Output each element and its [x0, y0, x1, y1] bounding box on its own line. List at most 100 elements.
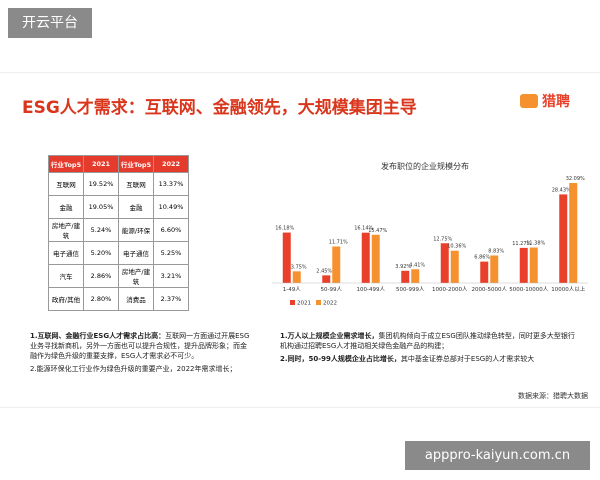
value-label: 10.36%	[447, 244, 466, 250]
bar	[361, 232, 370, 283]
table-cell: 19.52%	[83, 172, 119, 196]
table-header: 2021	[83, 155, 119, 173]
note: 1.互联网、金融行业ESG人才需求占比高：互联网一方面通过开展ESG业务寻找新商…	[30, 331, 252, 361]
table-row: 政府/其他 2.80% 消费品 2.37%	[48, 287, 189, 311]
bar	[450, 250, 459, 283]
x-tick-label: 5000-10000人	[509, 286, 548, 293]
x-tick-label: 1-49人	[283, 286, 301, 293]
notes-left: 1.互联网、金融行业ESG人才需求占比高：互联网一方面通过开展ESG业务寻找新商…	[30, 331, 252, 377]
value-label: 16.14%	[354, 226, 373, 232]
value-label: 28.43%	[552, 187, 571, 193]
slide: ESG人才需求：互联网、金融领先，大规模集团主导 猎聘 行业Top5 2021 行业…	[0, 72, 600, 408]
bar	[322, 275, 331, 283]
bar	[529, 247, 538, 283]
legend-label: 2022	[323, 301, 337, 307]
value-label: 12.75%	[433, 236, 452, 242]
value-label: 2.45%	[316, 268, 332, 274]
table-cell: 5.20%	[83, 241, 119, 265]
table-cell: 房地产/建筑	[48, 218, 84, 242]
table-cell: 消费品	[118, 287, 154, 311]
x-tick-label: 50-99人	[321, 286, 343, 293]
value-label: 15.47%	[368, 228, 387, 234]
note-text: 互联网一方面通过开展ESG业务寻找新商机，另外一方面也可以提升合规性，提升品牌形…	[30, 332, 250, 360]
value-label: 32.09%	[566, 176, 585, 182]
bar	[282, 232, 291, 283]
footer-url: apppro-kaiyun.com.cn	[405, 441, 590, 470]
x-tick-label: 1000-2000人	[432, 286, 468, 293]
bar	[411, 269, 420, 283]
source: 数据来源：猎聘大数据	[518, 392, 588, 400]
note-bold: 1.互联网、金融行业ESG人才需求占比高：	[30, 332, 166, 340]
table-cell: 2.37%	[153, 287, 189, 311]
table-header: 行业Top5	[48, 155, 84, 173]
bar	[371, 234, 380, 283]
value-label: 11.38%	[526, 241, 545, 247]
note-text: 其中基金证券总部对于ESG的人才需求较大	[400, 355, 535, 363]
table-cell: 5.25%	[153, 241, 189, 265]
chart: 发布职位的企业规模分布 1-49人 16.18% 3.75% 50-99人 2.45% 1…	[272, 161, 588, 307]
note-bold: 2.同时，50-99人规模企业占比增长，	[280, 355, 401, 363]
table-cell: 3.21%	[153, 264, 189, 288]
table-cell: 金融	[118, 195, 154, 219]
bar	[490, 255, 499, 283]
x-tick-label: 100-499人	[357, 286, 386, 293]
table-cell: 5.24%	[83, 218, 119, 242]
watermark: 开云平台	[8, 8, 92, 38]
bar	[440, 243, 449, 283]
table-row: 房地产/建筑 5.24% 能源/环保 6.60%	[48, 218, 189, 242]
value-label: 16.18%	[275, 226, 294, 232]
table-cell: 19.05%	[83, 195, 119, 219]
table-row: 电子通信 5.20% 电子通信 5.25%	[48, 241, 189, 265]
x-tick-label: 500-999人	[396, 286, 425, 293]
value-label: 6.86%	[474, 255, 490, 261]
legend-label: 2021	[297, 301, 311, 307]
table-cell: 房地产/建筑	[118, 264, 154, 288]
table-header: 行业Top5	[118, 155, 154, 173]
value-label: 11.71%	[329, 240, 348, 246]
bar	[401, 270, 410, 283]
bar	[519, 247, 528, 283]
value-label: 3.92%	[395, 264, 411, 270]
table-cell: 10.49%	[153, 195, 189, 219]
note-bold: 1.万人以上规模企业需求增长，	[280, 332, 379, 340]
table-cell: 6.60%	[153, 218, 189, 242]
value-label: 8.83%	[488, 248, 504, 254]
table-cell: 金融	[48, 195, 84, 219]
bar	[292, 271, 301, 283]
note-text: 2.能源环保化工行业作为绿色升级的重要产业，2022年需求增长；	[30, 365, 237, 373]
note: 2.同时，50-99人规模企业占比增长，其中基金证券总部对于ESG的人才需求较大	[280, 354, 580, 364]
chart-title: 发布职位的企业规模分布	[381, 161, 469, 171]
slide-title: ESG人才需求：互联网、金融领先，大规模集团主导	[22, 98, 417, 118]
note: 2.能源环保化工行业作为绿色升级的重要产业，2022年需求增长；	[30, 364, 252, 374]
table-cell: 互联网	[48, 172, 84, 196]
table-cell: 电子通信	[48, 241, 84, 265]
table-cell: 2.80%	[83, 287, 119, 311]
table-cell: 2.86%	[83, 264, 119, 288]
table-row: 汽车 2.86% 房地产/建筑 3.21%	[48, 264, 189, 288]
bar	[480, 261, 489, 283]
legend-swatch	[290, 300, 295, 305]
logo: 猎聘	[520, 91, 570, 111]
notes-right: 1.万人以上规模企业需求增长，集团机构倾向于成立ESG团队推动绿色转型，同时更多…	[280, 331, 580, 367]
note: 1.万人以上规模企业需求增长，集团机构倾向于成立ESG团队推动绿色转型，同时更多…	[280, 331, 580, 351]
table-cell: 电子通信	[118, 241, 154, 265]
table-row: 互联网 19.52% 互联网 13.37%	[48, 172, 189, 196]
bar	[332, 246, 341, 283]
value-label: 4.41%	[409, 262, 425, 268]
table-cell: 13.37%	[153, 172, 189, 196]
table-cell: 政府/其他	[48, 287, 84, 311]
legend-swatch	[316, 300, 321, 305]
x-tick-label: 2000-5000人	[472, 286, 508, 293]
table-cell: 汽车	[48, 264, 84, 288]
x-tick-label: 10000人以上	[551, 285, 585, 293]
value-label: 11.27%	[512, 241, 531, 247]
table-cell: 能源/环保	[118, 218, 154, 242]
bar	[559, 194, 568, 283]
note-text: 集团机构倾向于成立ESG团队推动绿色转型，同时更多大型银行机构通过招聘ESG人才…	[280, 332, 575, 350]
value-label: 3.75%	[291, 264, 307, 270]
table-row: 金融 19.05% 金融 10.49%	[48, 195, 189, 219]
table-header: 2022	[153, 155, 189, 173]
table-cell: 互联网	[118, 172, 154, 196]
industry-table: 行业Top5 2021 行业Top5 2022 互联网 19.52% 互联网 13.37% 金融…	[48, 155, 189, 311]
